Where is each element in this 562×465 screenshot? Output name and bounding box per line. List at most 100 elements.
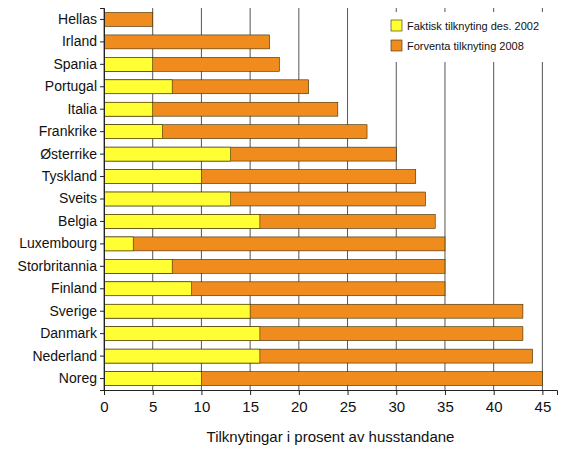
- y-tick-label: Nederland: [32, 348, 97, 364]
- x-tick: 40: [486, 390, 503, 415]
- x-tick-label: 10: [194, 398, 211, 415]
- y-tick-label: Italia: [67, 101, 97, 117]
- bar: [104, 282, 192, 296]
- bar: [104, 35, 270, 49]
- y-tick-label: Tyskland: [42, 168, 97, 184]
- bar: [104, 80, 309, 94]
- y-tick-mark: [100, 333, 104, 334]
- x-tick-label: 25: [340, 398, 357, 415]
- legend-label: Forventa tilknyting 2008: [407, 40, 524, 52]
- y-tick: Belgia: [58, 213, 104, 229]
- x-tick-mark: [542, 390, 543, 395]
- legend-label: Faktisk tilknyting des. 2002: [407, 20, 539, 32]
- bar: [104, 304, 523, 318]
- bar-series: [104, 57, 260, 385]
- bar: [104, 214, 435, 228]
- y-tick-label: Hellas: [58, 11, 97, 27]
- y-tick-mark: [100, 243, 104, 244]
- bar: [104, 147, 231, 161]
- y-tick: Irland: [62, 33, 104, 49]
- legend-box: [383, 12, 555, 62]
- bar: [104, 237, 133, 251]
- bar: [104, 192, 425, 206]
- y-tick-mark: [100, 356, 104, 357]
- x-tick-label: 20: [291, 398, 308, 415]
- y-tick-mark: [100, 131, 104, 132]
- y-tick-mark: [100, 154, 104, 155]
- y-tick: Tyskland: [42, 168, 104, 184]
- chart: 051015202530354045HellasIrlandSpaniaPort…: [0, 0, 562, 465]
- x-tick: 30: [388, 390, 405, 415]
- bar: [104, 170, 416, 184]
- y-tick: Italia: [67, 101, 104, 117]
- y-tick-mark: [100, 311, 104, 312]
- y-tick-mark: [100, 41, 104, 42]
- x-axis-title: Tilknytingar i prosent av husstandane: [207, 428, 455, 445]
- y-axis-line: [100, 9, 105, 391]
- bars: [104, 12, 542, 385]
- legend-item: Forventa tilknyting 2008: [391, 40, 524, 52]
- bar: [104, 237, 445, 251]
- legend-swatch: [391, 40, 402, 51]
- bar: [104, 102, 153, 116]
- y-tick-label: Spania: [53, 56, 97, 72]
- y-tick-label: Portugal: [45, 78, 97, 94]
- x-tick-label: 45: [535, 398, 552, 415]
- plot: 051015202530354045HellasIrlandSpaniaPort…: [18, 8, 558, 415]
- y-tick-mark: [100, 266, 104, 267]
- y-tick: Storbritannia: [18, 258, 104, 274]
- bar: [104, 192, 231, 206]
- y-tick: Frankrike: [39, 123, 104, 139]
- y-tick-label: Storbritannia: [18, 258, 98, 274]
- y-tick-mark: [100, 378, 104, 379]
- y-tick: Sverige: [50, 303, 104, 319]
- x-tick: 45: [535, 390, 552, 415]
- x-tick-mark: [201, 390, 202, 395]
- x-tick: 10: [194, 390, 211, 415]
- y-tick-mark: [100, 288, 104, 289]
- x-tick-mark: [494, 390, 495, 395]
- y-tick-label: Østerrike: [40, 146, 97, 162]
- x-tick-mark: [396, 390, 397, 395]
- y-tick-label: Frankrike: [39, 123, 98, 139]
- grid: [104, 8, 542, 390]
- bar: [104, 170, 201, 184]
- bar: [104, 372, 542, 386]
- x-axis-line: [105, 391, 558, 396]
- y-axis: Hellas Irland Spania Portugal Italia Frankrik…: [18, 9, 105, 391]
- bar-series: [104, 12, 542, 385]
- bar: [104, 57, 279, 71]
- y-tick-label: Sverige: [50, 303, 98, 319]
- x-tick-mark: [153, 390, 154, 395]
- bar: [104, 57, 153, 71]
- y-tick-mark: [100, 64, 104, 65]
- y-tick-label: Belgia: [58, 213, 97, 229]
- y-tick: Hellas: [58, 11, 104, 27]
- legend-item: Faktisk tilknyting des. 2002: [391, 20, 539, 32]
- x-tick: 0: [100, 390, 108, 415]
- x-tick-mark: [348, 390, 349, 395]
- x-tick-label: 40: [486, 398, 503, 415]
- grid-line: [542, 8, 543, 390]
- y-tick-mark: [100, 86, 104, 87]
- x-tick-label: 15: [242, 398, 259, 415]
- y-tick-label: Finland: [51, 280, 97, 296]
- x-tick-label: 0: [100, 398, 108, 415]
- legend: Faktisk tilknyting des. 2002 Forventa til…: [383, 12, 555, 62]
- x-axis: 051015202530354045: [100, 390, 557, 415]
- y-tick-mark: [100, 199, 104, 200]
- bar: [104, 125, 367, 139]
- y-tick-label: Sveits: [59, 190, 97, 206]
- bar: [104, 214, 260, 228]
- y-tick: Luxembourg: [19, 235, 104, 251]
- x-tick: 15: [242, 390, 259, 415]
- x-tick: 20: [291, 390, 308, 415]
- bar: [104, 147, 396, 161]
- bar: [104, 12, 153, 26]
- x-tick: 25: [340, 390, 357, 415]
- x-tick-mark: [250, 390, 251, 395]
- bar: [104, 327, 523, 341]
- x-tick: 35: [437, 390, 454, 415]
- y-tick: Nederland: [32, 348, 104, 364]
- bar: [104, 259, 172, 273]
